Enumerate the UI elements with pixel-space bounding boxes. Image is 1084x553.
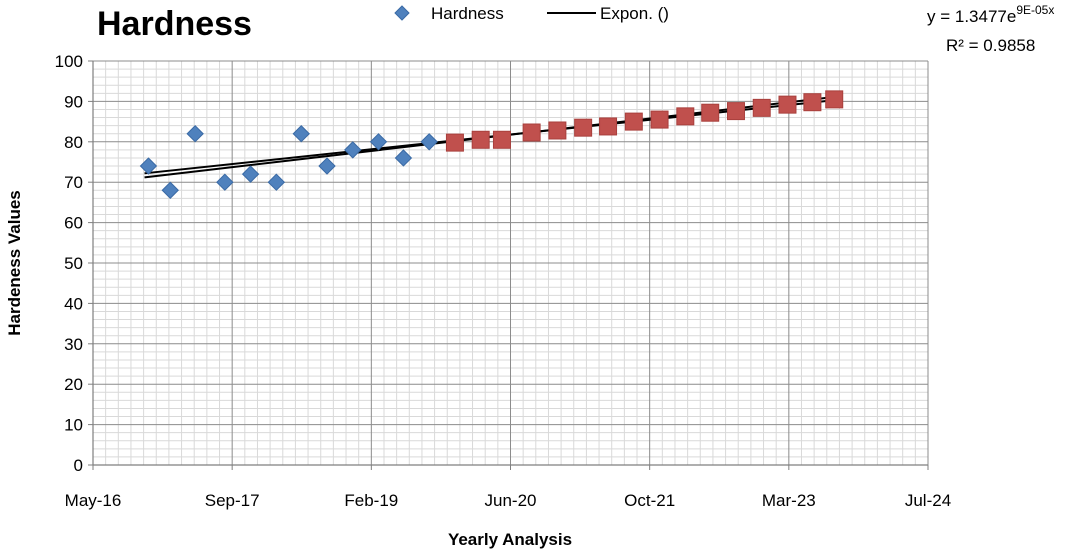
y-tick-label: 0	[74, 456, 83, 475]
square-point	[548, 121, 567, 140]
legend: Hardness Expon. ()	[394, 4, 669, 23]
trend-equation: y = 1.3477e9E-05x R² = 0.9858	[927, 3, 1054, 55]
equation-prefix: y = 1.3477e	[927, 7, 1016, 26]
y-tick-label: 100	[55, 52, 83, 71]
diamond-point	[344, 141, 362, 159]
diamond-point	[369, 133, 388, 151]
square-point	[778, 95, 797, 114]
square-point	[624, 112, 643, 131]
y-tick-label: 60	[64, 214, 83, 233]
x-tick-label: Mar-23	[762, 491, 816, 510]
x-tick-label: May-16	[65, 491, 122, 510]
square-point	[701, 103, 720, 122]
diamond-point	[216, 173, 234, 191]
legend-marker-hardness	[394, 5, 410, 21]
x-tick-label: Jun-20	[485, 491, 537, 510]
square-point	[492, 130, 511, 149]
square-point	[650, 110, 669, 129]
y-tick-label: 20	[64, 375, 83, 394]
y-tick-label: 50	[64, 254, 83, 273]
y-tick-label: 30	[64, 335, 83, 354]
legend-label-hardness: Hardness	[431, 4, 504, 23]
y-tick-label: 90	[64, 92, 83, 111]
square-point	[574, 118, 593, 137]
y-axis-ticks: 0 10 20 30 40 50 60 70 80 90 100	[55, 52, 93, 475]
square-point	[599, 117, 618, 136]
square-point	[445, 133, 464, 152]
legend-label-expon: Expon. ()	[600, 4, 669, 23]
square-point	[522, 123, 541, 142]
diamond-point	[267, 173, 286, 191]
x-tick-label: Oct-21	[624, 491, 675, 510]
trendline	[144, 95, 839, 179]
square-point	[676, 107, 695, 126]
data-points	[139, 90, 844, 199]
y-tick-label: 40	[64, 294, 83, 313]
diamond-point	[394, 149, 413, 167]
y-tick-label: 10	[64, 416, 83, 435]
x-tick-label: Jul-24	[905, 491, 951, 510]
square-point	[803, 93, 822, 112]
y-axis-title: Hardeness Values	[5, 190, 24, 336]
diamond-point	[161, 181, 179, 199]
diamond-point	[186, 125, 204, 143]
equation-text: y = 1.3477e9E-05x	[927, 3, 1054, 26]
equation-exponent: 9E-05x	[1016, 3, 1054, 17]
square-point	[752, 98, 771, 117]
x-tick-label: Feb-19	[344, 491, 398, 510]
trendlines	[144, 95, 839, 179]
diamond-point	[241, 165, 260, 183]
diamond-point	[139, 157, 158, 175]
x-axis-title: Yearly Analysis	[448, 530, 572, 549]
chart-title: Hardness	[97, 5, 252, 43]
y-tick-label: 70	[64, 173, 83, 192]
diamond-point	[318, 157, 336, 175]
diamond-point	[420, 133, 438, 151]
legend-diamond-shape	[394, 5, 410, 21]
y-tick-label: 80	[64, 133, 83, 152]
square-point	[825, 90, 844, 109]
square-point	[726, 102, 745, 121]
diamond-point	[292, 125, 310, 143]
x-tick-label: Sep-17	[205, 491, 260, 510]
x-axis-ticks: May-16 Sep-17 Feb-19 Jun-20 Oct-21 Mar-23 Jul-…	[65, 465, 951, 510]
r-squared-text: R² = 0.9858	[946, 36, 1035, 55]
square-point	[471, 130, 490, 149]
